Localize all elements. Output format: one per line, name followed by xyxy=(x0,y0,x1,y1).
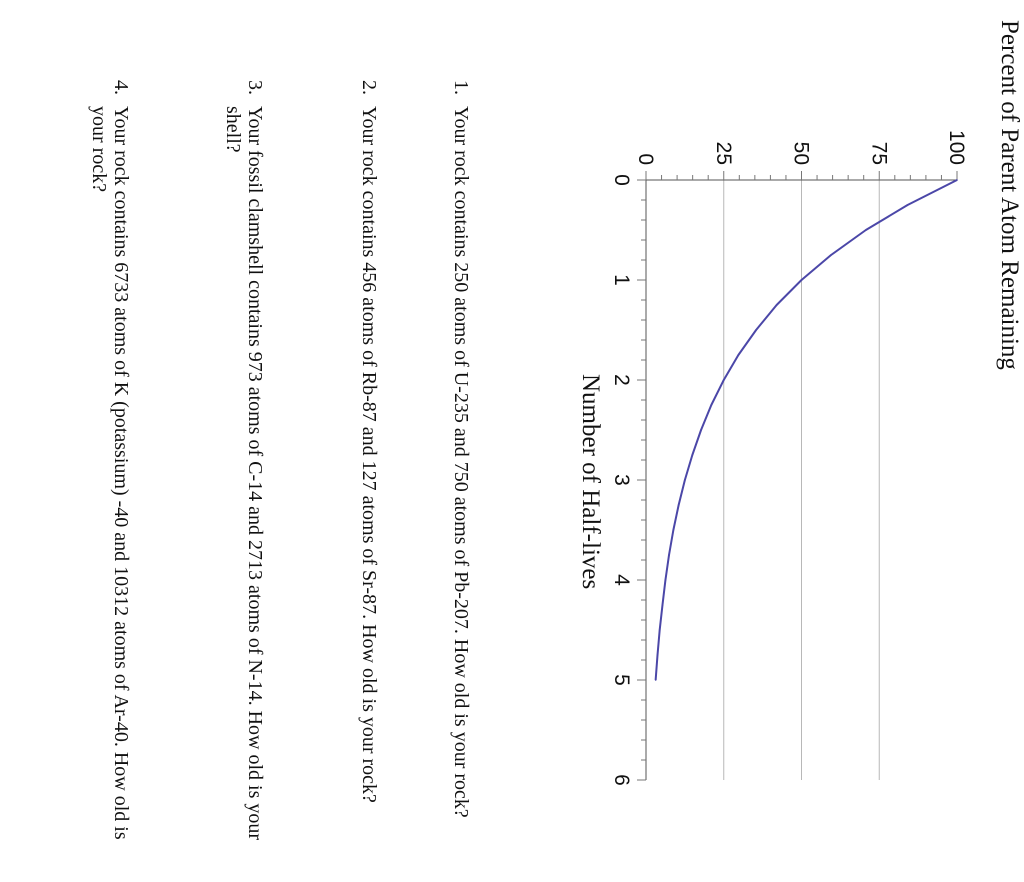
y-tick-label: 100 xyxy=(945,130,968,165)
decay-curve-point xyxy=(661,604,664,606)
question-text: Your rock contains 6733 atoms of K (pota… xyxy=(88,106,132,840)
question-number: 3. xyxy=(244,80,266,95)
decay-curve-point xyxy=(700,429,702,431)
decay-curve-point xyxy=(956,179,958,181)
chart-axes xyxy=(637,171,958,781)
decay-curve-point xyxy=(668,554,670,556)
y-tick-label: 75 xyxy=(867,142,890,165)
x-axis-title: Number of Half-lives xyxy=(577,374,604,589)
x-tick-label: 1 xyxy=(610,274,633,286)
decay-curve-point xyxy=(677,504,680,506)
question-number: 2. xyxy=(358,80,380,95)
decay-curve-point xyxy=(664,579,667,581)
decay-curve-point xyxy=(684,479,686,481)
question-number: 4. xyxy=(110,80,132,95)
chart-labels: 0 1 2 3 4 5 6 0 25 50 75 100 Percent of Parent Atom … xyxy=(577,20,1023,786)
y-tick-label: 50 xyxy=(790,142,813,165)
decay-curve-point xyxy=(906,204,909,206)
y-tick-label: 0 xyxy=(634,153,657,165)
decay-curve-point xyxy=(672,529,675,531)
question-text: Your fossil clamshell contains 973 atoms… xyxy=(222,106,266,841)
x-tick-label: 0 xyxy=(610,174,633,186)
chart-grid xyxy=(723,180,880,780)
x-tick-label: 3 xyxy=(610,474,633,486)
question-number: 1. xyxy=(450,80,472,95)
decay-curve-point xyxy=(800,279,803,281)
y-tick-label: 25 xyxy=(712,142,735,165)
decay-curve-point xyxy=(755,329,757,331)
chart-series xyxy=(654,179,958,681)
decay-curve-point xyxy=(737,354,740,356)
decay-curve-point xyxy=(658,629,661,631)
question-1: 1. Your rock contains 250 atoms of U-235… xyxy=(450,80,472,850)
x-tick-label: 6 xyxy=(610,774,633,786)
question-2: 2. Your rock contains 456 atoms of Rb-87… xyxy=(358,80,380,850)
decay-curve-point xyxy=(654,679,657,681)
decay-curve-point xyxy=(722,379,725,381)
y-axis-title: Percent of Parent Atom Remaining xyxy=(996,20,1023,370)
question-text: Your rock contains 456 atoms of Rb-87 an… xyxy=(358,106,380,803)
x-tick-label: 2 xyxy=(610,374,633,386)
question-4: 4. Your rock contains 6733 atoms of K (p… xyxy=(88,80,132,850)
decay-curve-point xyxy=(656,654,659,656)
decay-curve-point xyxy=(691,454,694,456)
decay-curve-point xyxy=(710,404,713,406)
decay-curve-point xyxy=(830,254,832,256)
x-tick-label: 4 xyxy=(610,574,633,586)
decay-curve-point xyxy=(775,304,778,306)
question-text: Your rock contains 250 atoms of U-235 an… xyxy=(450,106,472,818)
x-tick-label: 5 xyxy=(610,674,633,686)
decay-curve-point xyxy=(865,229,867,231)
question-3: 3. Your fossil clamshell contains 973 at… xyxy=(222,80,266,850)
